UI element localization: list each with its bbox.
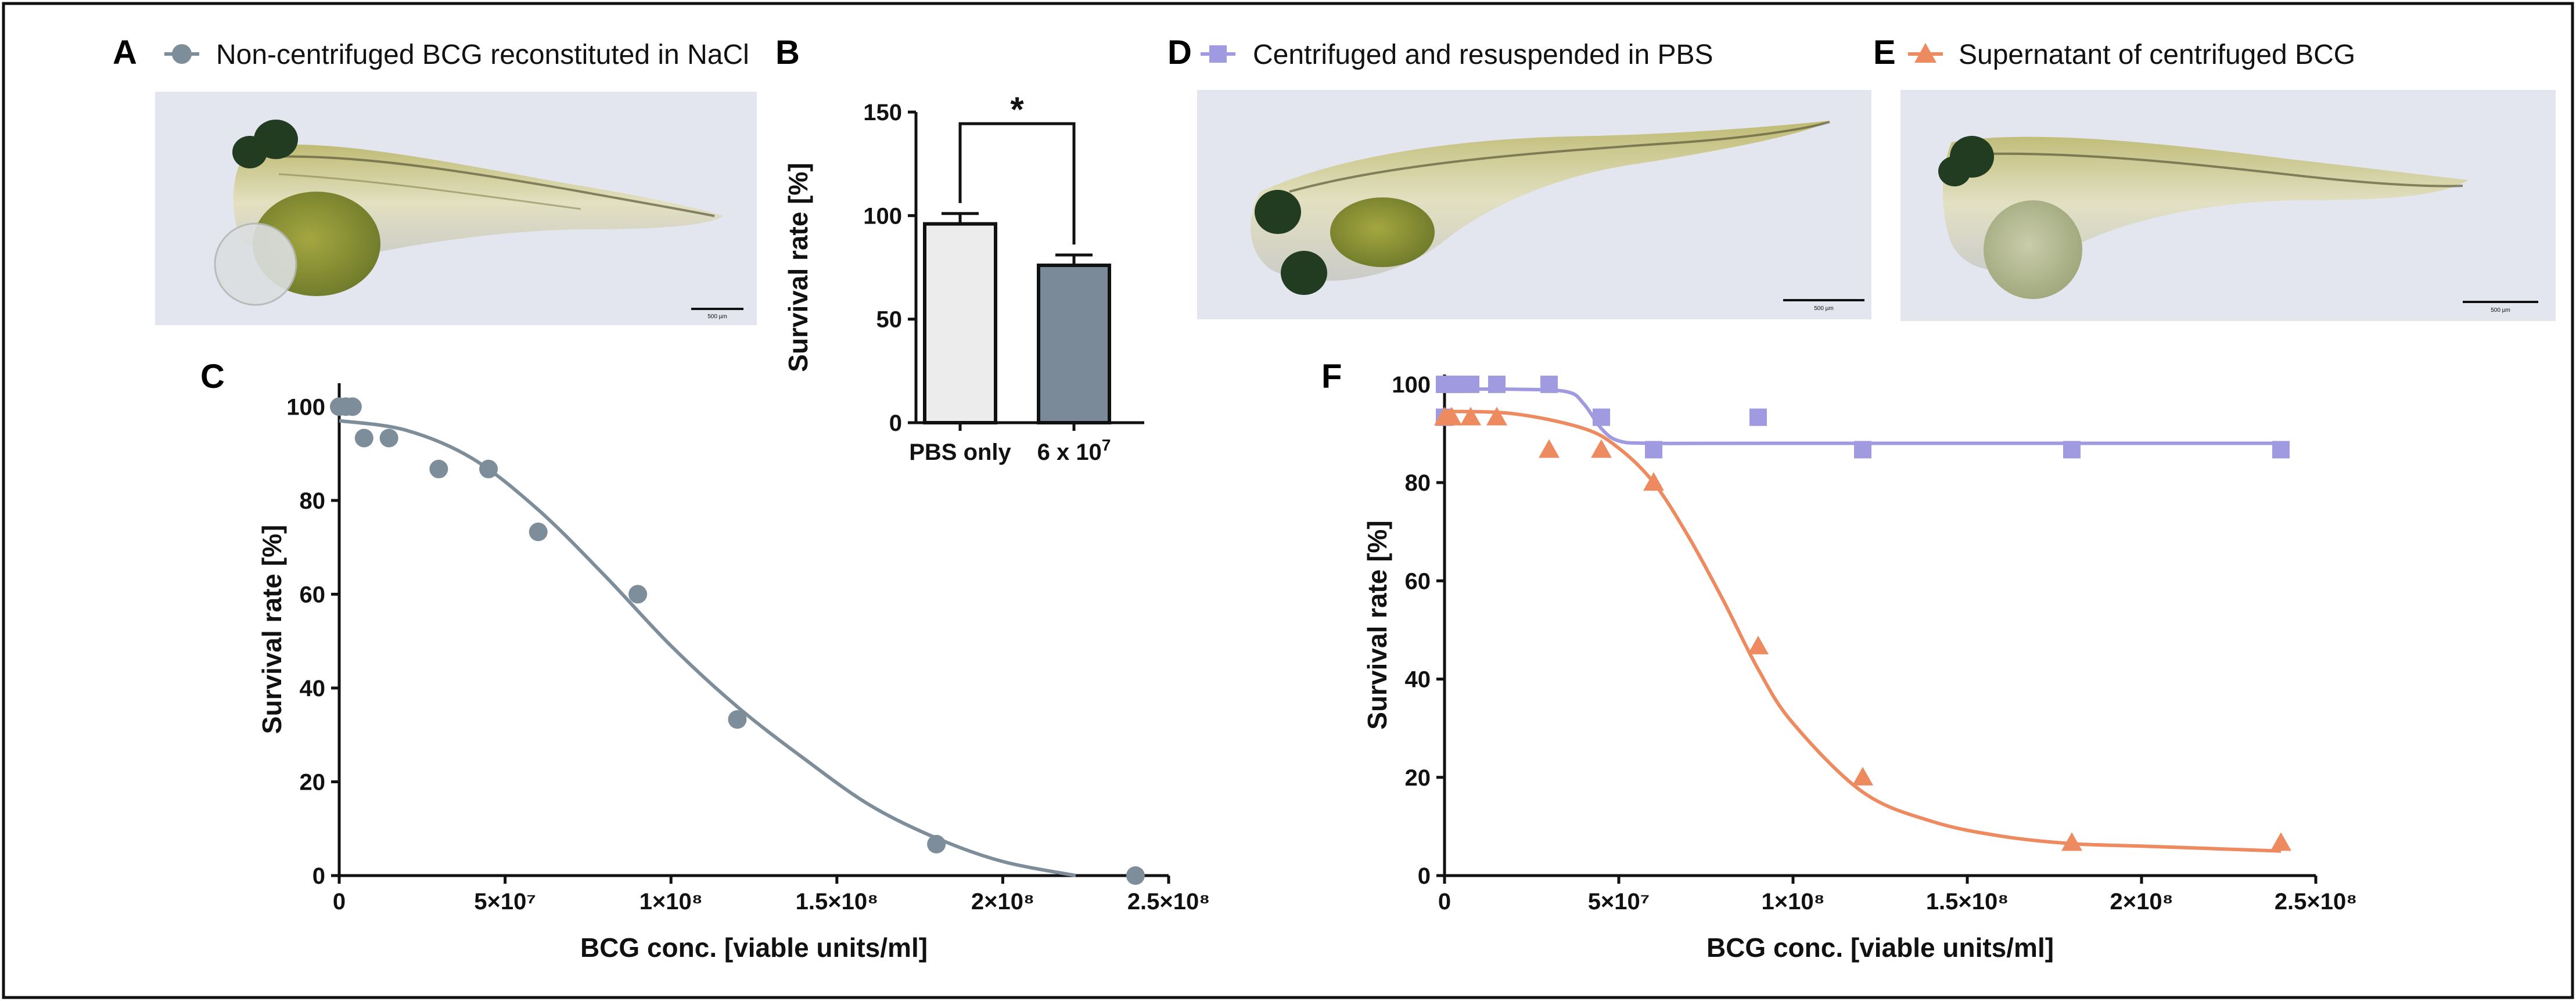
chart-f-x-tick-label: 0 — [1438, 889, 1451, 914]
chart-f-y-tick-label: 40 — [1405, 667, 1431, 693]
panel-b: B 0 50 100 150 Survival rate [%] PBS only 6 x … — [775, 34, 1144, 465]
chart-f-y-axis-label: Survival rate [%] — [1362, 520, 1392, 729]
panel-d-letter: D — [1167, 34, 1192, 71]
chart-f-data-point-triangle — [1852, 766, 1873, 786]
chart-c-data-point — [354, 429, 373, 448]
chart-c-y-tick-label: 60 — [300, 582, 326, 607]
chart-f-data-point-triangle — [1441, 406, 1462, 426]
chart-c-y-tick-label: 0 — [312, 863, 325, 889]
chart-c-x-tick-label: 5×10⁷ — [474, 889, 536, 914]
chart-c-y-tick-label: 40 — [300, 676, 326, 701]
chart-f-x-tick-label: 5×10⁷ — [1588, 889, 1650, 914]
chart-c-y-tick-label: 20 — [300, 769, 326, 795]
chart-f-data-point-triangle — [1748, 635, 1769, 654]
panel-e-letter: E — [1873, 34, 1896, 71]
chart-f-data-point-square — [1854, 441, 1871, 459]
chart-b-x-tick-label: PBS only — [909, 440, 1011, 465]
panel-b-letter: B — [775, 34, 800, 71]
chart-f-data-point-triangle — [2061, 832, 2082, 851]
chart-c-x-tick-label: 2.5×10⁸ — [1127, 889, 1210, 914]
chart-f-data-point-triangle — [1591, 439, 1612, 458]
chart-c-y-tick-label: 100 — [286, 394, 325, 420]
larva-photo-a: 500 µm — [155, 92, 757, 325]
panel-f: F 0 20 40 60 80 100 0 5×10⁷ 1×10⁸ 1.5×10⁸ 2×10⁸ 2.5… — [1321, 358, 2357, 963]
chart-c-y-axis-label: Survival rate [%] — [257, 525, 287, 734]
chart-f-x-axis-label: BCG conc. [viable units/ml] — [1706, 932, 2054, 963]
chart-f-data-point-square — [2063, 441, 2081, 459]
chart-c-x-tick-label: 1.5×10⁸ — [796, 889, 878, 914]
svg-text:500 µm: 500 µm — [2491, 307, 2510, 314]
chart-b-y-tick-label: 50 — [876, 307, 903, 333]
chart-c-x-tick-label: 0 — [333, 889, 346, 914]
chart-f-y-tick-label: 0 — [1418, 863, 1431, 889]
chart-b-significance-star: * — [1010, 90, 1024, 129]
chart-b-y-tick-label: 150 — [863, 100, 902, 125]
chart-f-data-point-square — [2272, 441, 2290, 459]
chart-f-fit-curve-square — [1444, 387, 2281, 445]
chart-f-y-tick-label: 60 — [1405, 568, 1431, 594]
chart-f-data-point-triangle — [2270, 832, 2291, 851]
chart-f-data-point-square — [1645, 441, 1662, 459]
chart-b-bar — [923, 222, 997, 424]
chart-b-y-axis-label: Survival rate [%] — [783, 163, 813, 372]
chart-b-bar — [1037, 263, 1111, 424]
chart-b-y-tick-label: 100 — [863, 203, 902, 229]
chart-f-data-point-square — [1749, 408, 1767, 426]
chart-b-x-tick-label: 6 x 107 — [1037, 436, 1111, 465]
chart-f-x-tick-label: 2×10⁸ — [2110, 889, 2173, 914]
chart-c-data-point — [343, 397, 362, 416]
chart-f-x-tick-label: 2.5×10⁸ — [2275, 889, 2357, 914]
chart-f-data-point-square — [1593, 408, 1610, 426]
chart-c-x-tick-label: 1×10⁸ — [639, 889, 703, 914]
chart-f-y-tick-label: 20 — [1405, 765, 1431, 791]
chart-b-x-tick-superscript: 7 — [1102, 436, 1111, 454]
chart-c-fit-curve-circle — [339, 419, 1076, 877]
svg-text:500 µm: 500 µm — [707, 314, 727, 320]
chart-c-data-point — [728, 710, 747, 729]
panel-f-letter: F — [1321, 358, 1342, 395]
panel-c-letter: C — [200, 358, 225, 395]
legend-e-text: Supernatant of centrifuged BCG — [1959, 39, 2355, 70]
chart-c-data-point — [628, 585, 648, 604]
chart-f-y-tick-label: 100 — [1392, 372, 1431, 398]
panel-a: A Non-centrifuged BCG reconstituted in N… — [113, 34, 757, 325]
panel-d: D Centrifuged and resuspended in PBS 500… — [1167, 34, 1871, 319]
chart-c-y-tick-label: 80 — [300, 488, 326, 514]
chart-c-data-point — [379, 429, 398, 448]
chart-c-data-point — [927, 834, 946, 854]
chart-c-x-axis-label: BCG conc. [viable units/ml] — [580, 932, 928, 963]
chart-f-data-point-triangle — [1486, 406, 1507, 426]
chart-c-data-point — [429, 459, 448, 478]
legend-d-marker — [1209, 45, 1227, 63]
chart-f-data-point-triangle — [1643, 472, 1664, 491]
legend-a-text: Non-centrifuged BCG reconstituted in NaC… — [216, 39, 749, 70]
chart-c-data-point — [479, 459, 498, 478]
chart-b: 0 50 100 150 Survival rate [%] PBS only 6 x 10… — [783, 90, 1144, 465]
panel-c: C 0 20 40 60 80 100 0 5×10⁷ 1×10⁸ 1.5×10⁸ 2×10⁸ 2.5… — [200, 358, 1210, 963]
chart-f-x-tick-label: 1.5×10⁸ — [1926, 889, 2009, 914]
chart-f-data-point-triangle — [1460, 406, 1481, 426]
chart-f: 0 20 40 60 80 100 0 5×10⁷ 1×10⁸ 1.5×10⁸ 2×10⁸ 2.5×1… — [1362, 372, 2357, 963]
svg-text:500 µm: 500 µm — [1814, 305, 1834, 312]
chart-c-data-point — [1126, 866, 1145, 885]
larva-photo-e: 500 µm — [1900, 90, 2556, 321]
chart-b-y-tick-label: 0 — [889, 411, 902, 436]
legend-d-text: Centrifuged and resuspended in PBS — [1253, 39, 1713, 70]
larva-photo-d: 500 µm — [1197, 90, 1871, 319]
chart-f-x-tick-label: 1×10⁸ — [1761, 889, 1824, 914]
chart-f-data-point-square — [1488, 375, 1506, 393]
chart-f-data-point-square — [1462, 375, 1479, 393]
chart-c: 0 20 40 60 80 100 0 5×10⁷ 1×10⁸ 1.5×10⁸ 2×10⁸ 2.5×1… — [257, 383, 1210, 963]
chart-f-data-point-square — [1540, 375, 1558, 393]
panel-a-letter: A — [113, 34, 137, 71]
chart-c-data-point — [529, 523, 548, 542]
panel-e: E Supernatant of centrifuged BCG 500 µm — [1873, 34, 2556, 321]
chart-c-x-tick-label: 2×10⁸ — [971, 889, 1034, 914]
legend-e-marker — [1914, 43, 1937, 63]
chart-f-data-point-triangle — [1539, 439, 1560, 458]
chart-f-y-tick-label: 80 — [1405, 470, 1431, 496]
chart-b-significance-bracket — [958, 122, 1076, 245]
